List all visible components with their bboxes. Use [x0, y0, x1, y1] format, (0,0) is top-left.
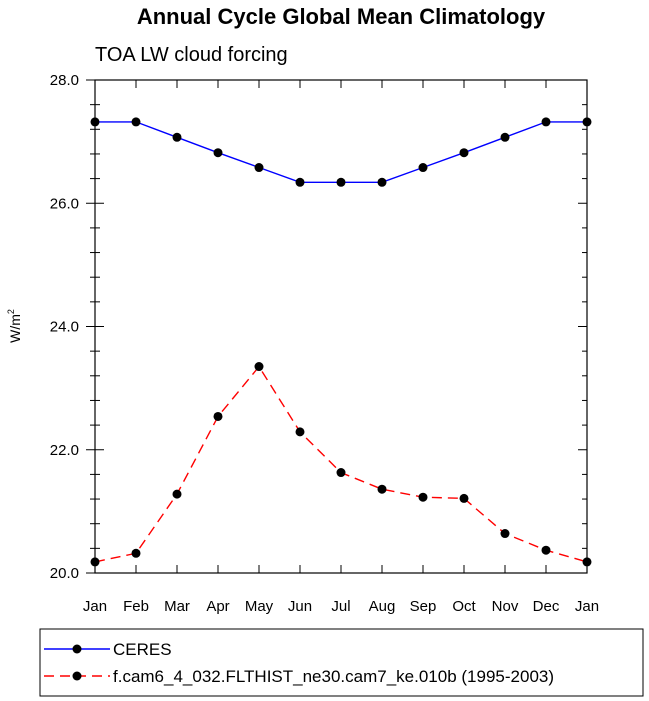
data-point — [500, 132, 510, 142]
legend-box — [39, 628, 644, 697]
data-point — [172, 489, 182, 499]
x-axis-ticks: Jan Feb Mar Apr May Jun Jul Aug Sep Oct Nov Dec Jan — [83, 80, 599, 615]
plot-frame — [94, 79, 588, 574]
data-point — [541, 545, 551, 555]
y-axis-label: W/m2 — [6, 309, 23, 343]
y-tick-label: 26.0 — [50, 195, 79, 212]
legend: CERES f.cam6_4_032.FLTHIST_ne30.cam7_ke.0… — [39, 628, 644, 697]
data-point — [377, 484, 387, 494]
legend-label: CERES — [113, 640, 172, 659]
data-point — [131, 548, 141, 558]
chart-subtitle: TOA LW cloud forcing — [95, 44, 288, 66]
legend-label: f.cam6_4_032.FLTHIST_ne30.cam7_ke.010b (… — [113, 667, 554, 686]
data-point — [213, 411, 223, 421]
series-line — [94, 365, 588, 563]
x-tick-label: Mar — [164, 598, 190, 615]
legend-entries: CERES f.cam6_4_032.FLTHIST_ne30.cam7_ke.0… — [44, 640, 554, 686]
y-tick-label: 20.0 — [50, 565, 79, 582]
y-axis-label-sup: 2 — [6, 309, 16, 314]
x-tick-label: Jan — [83, 598, 107, 615]
data-point — [254, 163, 264, 173]
data-point — [459, 493, 469, 503]
data-point — [336, 468, 346, 478]
data-point — [131, 117, 141, 127]
data-point — [582, 557, 592, 567]
legend-marker — [72, 671, 82, 681]
data-point — [418, 492, 428, 502]
x-tick-label: Feb — [123, 598, 149, 615]
data-point — [459, 148, 469, 158]
data-point — [582, 117, 592, 127]
y-tick-label: 24.0 — [50, 319, 79, 336]
y-axis-label-base: W/m — [7, 314, 23, 343]
x-tick-label: Sep — [410, 598, 437, 615]
data-point — [295, 427, 305, 437]
x-tick-label: Dec — [533, 598, 560, 615]
data-point — [377, 177, 387, 187]
x-tick-label: Aug — [369, 598, 396, 615]
legend-marker — [72, 644, 82, 654]
x-tick-label: Nov — [492, 598, 519, 615]
x-tick-label: Jul — [331, 598, 350, 615]
y-axis-ticks: 20.0 22.0 24.0 26.0 28.0 — [50, 72, 587, 582]
data-point — [295, 177, 305, 187]
chart-title: Annual Cycle Global Mean Climatology — [137, 4, 546, 29]
data-point — [336, 177, 346, 187]
x-tick-label: Apr — [206, 598, 229, 615]
x-tick-label: Jan — [575, 598, 599, 615]
data-point — [541, 117, 551, 127]
x-tick-label: Jun — [288, 598, 312, 615]
x-tick-label: May — [245, 598, 274, 615]
data-point — [418, 163, 428, 173]
series-line — [95, 121, 587, 184]
data-point — [172, 132, 182, 142]
data-point — [90, 117, 100, 127]
data-point — [213, 148, 223, 158]
data-point — [254, 362, 264, 372]
data-point — [90, 557, 100, 567]
y-tick-label: 22.0 — [50, 442, 79, 459]
series-layer — [90, 117, 592, 567]
data-point — [500, 529, 510, 539]
x-tick-label: Oct — [452, 598, 476, 615]
y-tick-label: 28.0 — [50, 72, 79, 89]
